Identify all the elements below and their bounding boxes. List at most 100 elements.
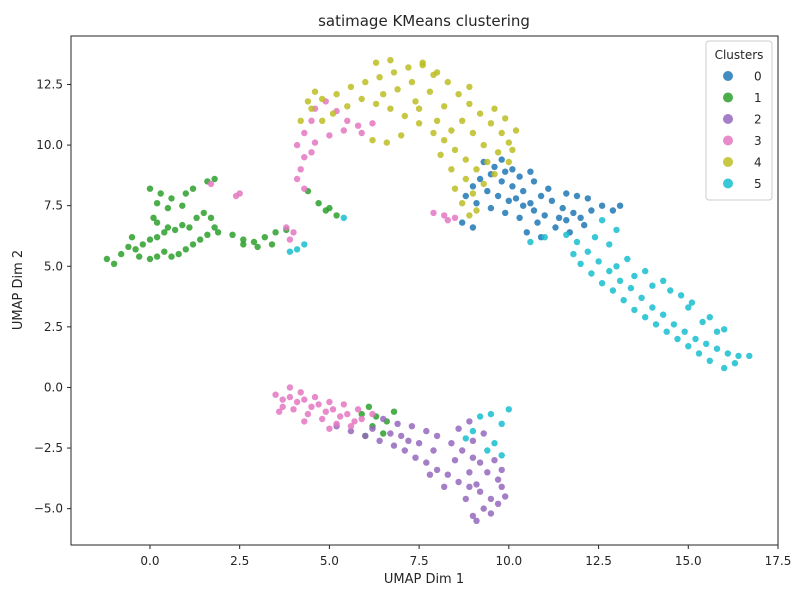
data-point (433, 432, 441, 440)
data-point (681, 328, 688, 335)
x-tick-label: 5.0 (320, 554, 339, 568)
data-point (380, 91, 387, 98)
data-point (319, 95, 326, 103)
data-point (153, 253, 161, 260)
data-point (250, 238, 258, 246)
data-point (347, 423, 355, 430)
data-point (394, 86, 401, 93)
data-point (369, 137, 376, 144)
data-point (362, 78, 369, 86)
data-point (415, 105, 423, 112)
data-point (541, 212, 548, 219)
data-point (319, 415, 326, 423)
x-tick-label: 2.5 (230, 554, 249, 568)
legend-box (705, 40, 773, 201)
data-point (473, 517, 480, 524)
data-point (136, 253, 143, 260)
data-point (498, 178, 505, 185)
data-point (419, 59, 426, 66)
data-point (487, 510, 495, 517)
data-point (347, 83, 355, 91)
data-point (555, 214, 563, 221)
data-point (441, 483, 448, 490)
data-point (476, 175, 484, 183)
data-point (609, 207, 617, 214)
data-point (624, 255, 631, 263)
data-point (616, 202, 624, 209)
data-point (329, 406, 337, 413)
data-point (713, 345, 721, 352)
data-point (516, 173, 523, 180)
legend-label: 0 (754, 70, 762, 84)
y-tick-label: 5.0 (44, 259, 63, 273)
data-point (200, 209, 207, 217)
data-point (663, 328, 670, 335)
data-point (448, 127, 455, 134)
data-point (351, 418, 358, 425)
data-point (376, 437, 383, 444)
data-point (354, 406, 362, 413)
data-point (476, 413, 484, 420)
data-point (649, 304, 656, 311)
data-point (286, 236, 294, 243)
legend-title: Clusters (715, 48, 764, 62)
y-tick-label: 0.0 (44, 380, 63, 394)
legend-label: 5 (754, 177, 762, 191)
data-point (308, 105, 315, 112)
cluster-5-points (286, 214, 753, 459)
data-point (527, 238, 534, 246)
x-tick-label: 7.5 (410, 554, 429, 568)
data-point (376, 74, 383, 81)
data-point (301, 154, 308, 161)
data-point (304, 98, 312, 105)
legend-label: 2 (754, 113, 762, 127)
data-point (254, 243, 261, 251)
data-point (473, 207, 480, 214)
data-point (358, 95, 365, 103)
data-point (502, 209, 509, 217)
data-point (491, 457, 498, 464)
data-point (315, 200, 322, 207)
data-point (448, 166, 455, 173)
data-point (344, 103, 351, 110)
data-point (462, 192, 469, 200)
data-point (688, 299, 696, 306)
data-point (613, 263, 620, 270)
data-point (197, 236, 204, 243)
data-point (146, 185, 154, 192)
data-point (279, 403, 286, 410)
data-point (408, 423, 416, 430)
data-point (459, 117, 466, 125)
data-point (179, 202, 186, 209)
data-point (103, 255, 111, 263)
data-point (326, 132, 333, 139)
data-point (498, 483, 505, 490)
data-point (189, 185, 197, 192)
legend: Clusters 0 1 2 3 4 5 (705, 40, 773, 201)
data-point (699, 318, 706, 326)
data-point (649, 282, 656, 289)
data-point (469, 427, 477, 435)
data-point (175, 250, 182, 258)
data-point (415, 120, 423, 127)
data-point (268, 241, 276, 248)
data-point (340, 214, 347, 221)
data-point (476, 110, 484, 117)
data-point (598, 217, 606, 224)
data-point (276, 408, 283, 415)
data-point (606, 267, 613, 275)
legend-label: 1 (754, 91, 762, 105)
data-point (469, 183, 477, 190)
legend-entry-2: 2 (723, 113, 762, 127)
data-point (455, 425, 462, 432)
data-point (161, 248, 168, 255)
data-point (207, 214, 215, 221)
data-point (132, 246, 139, 253)
data-point (476, 459, 484, 466)
data-point (383, 139, 390, 146)
data-point (721, 364, 728, 372)
data-point (509, 183, 516, 190)
data-point (459, 200, 466, 207)
data-point (451, 185, 459, 192)
